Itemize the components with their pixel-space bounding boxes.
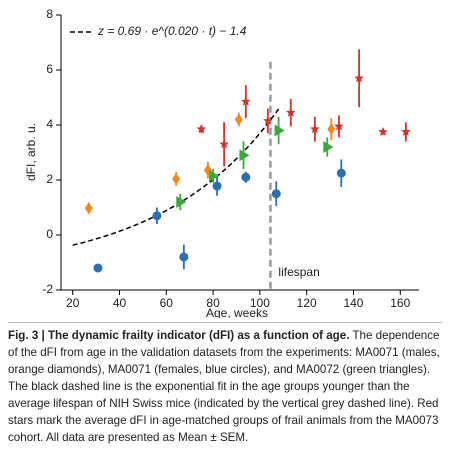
point [286,107,296,117]
point [84,202,93,215]
point [209,169,220,182]
x-tick-label: 120 [297,296,317,310]
caption-text: The dependence of the dFI from age in th… [8,329,440,444]
y-tick-label: 6 [46,62,53,76]
y-tick-label: 0 [46,227,53,241]
point [274,124,285,137]
point [378,126,388,136]
x-tick-label: 100 [250,296,270,310]
point [93,263,103,273]
y-tick-label: -2 [42,282,53,296]
point [310,124,320,134]
lifespan-label: lifespan [278,265,319,279]
point [327,123,336,136]
point [263,115,273,125]
y-axis-label: dFI, arb. u. [24,123,38,181]
point [336,168,346,178]
point [271,189,281,199]
caption-title: Fig. 3 | The dynamic frailty indicator (… [8,329,350,342]
point [176,196,187,208]
point [152,211,162,221]
y-tick-label: 2 [46,172,53,186]
fit-curve [72,108,280,246]
point [219,139,229,149]
point [234,113,243,126]
caption: Fig. 3 | The dynamic frailty indicator (… [8,322,442,446]
x-axis-label: Age, weeks [206,306,268,318]
chart: Age, weeks dFI, arb. u. -2 0 2 4 6 8 20 40 60 80 1… [24,7,419,318]
point [334,121,344,131]
legend-label: z = 0.69 · e^(0.020 · t) − 1.4 [97,24,247,38]
point [172,172,181,185]
point [196,124,207,134]
x-tick-label: 80 [206,296,220,310]
x-tick-label: 20 [66,296,80,310]
point [179,252,189,262]
point [354,73,364,83]
point [401,126,411,136]
point [239,149,250,162]
x-tick-label: 40 [113,296,127,310]
x-tick-label: 60 [160,296,174,310]
point [241,172,251,182]
x-tick-label: 140 [343,296,363,310]
point [212,181,222,191]
y-tick-label: 8 [46,7,53,21]
x-tick-label: 160 [390,296,410,310]
point [241,96,251,106]
y-tick-label: 4 [46,117,53,131]
point [323,141,334,153]
